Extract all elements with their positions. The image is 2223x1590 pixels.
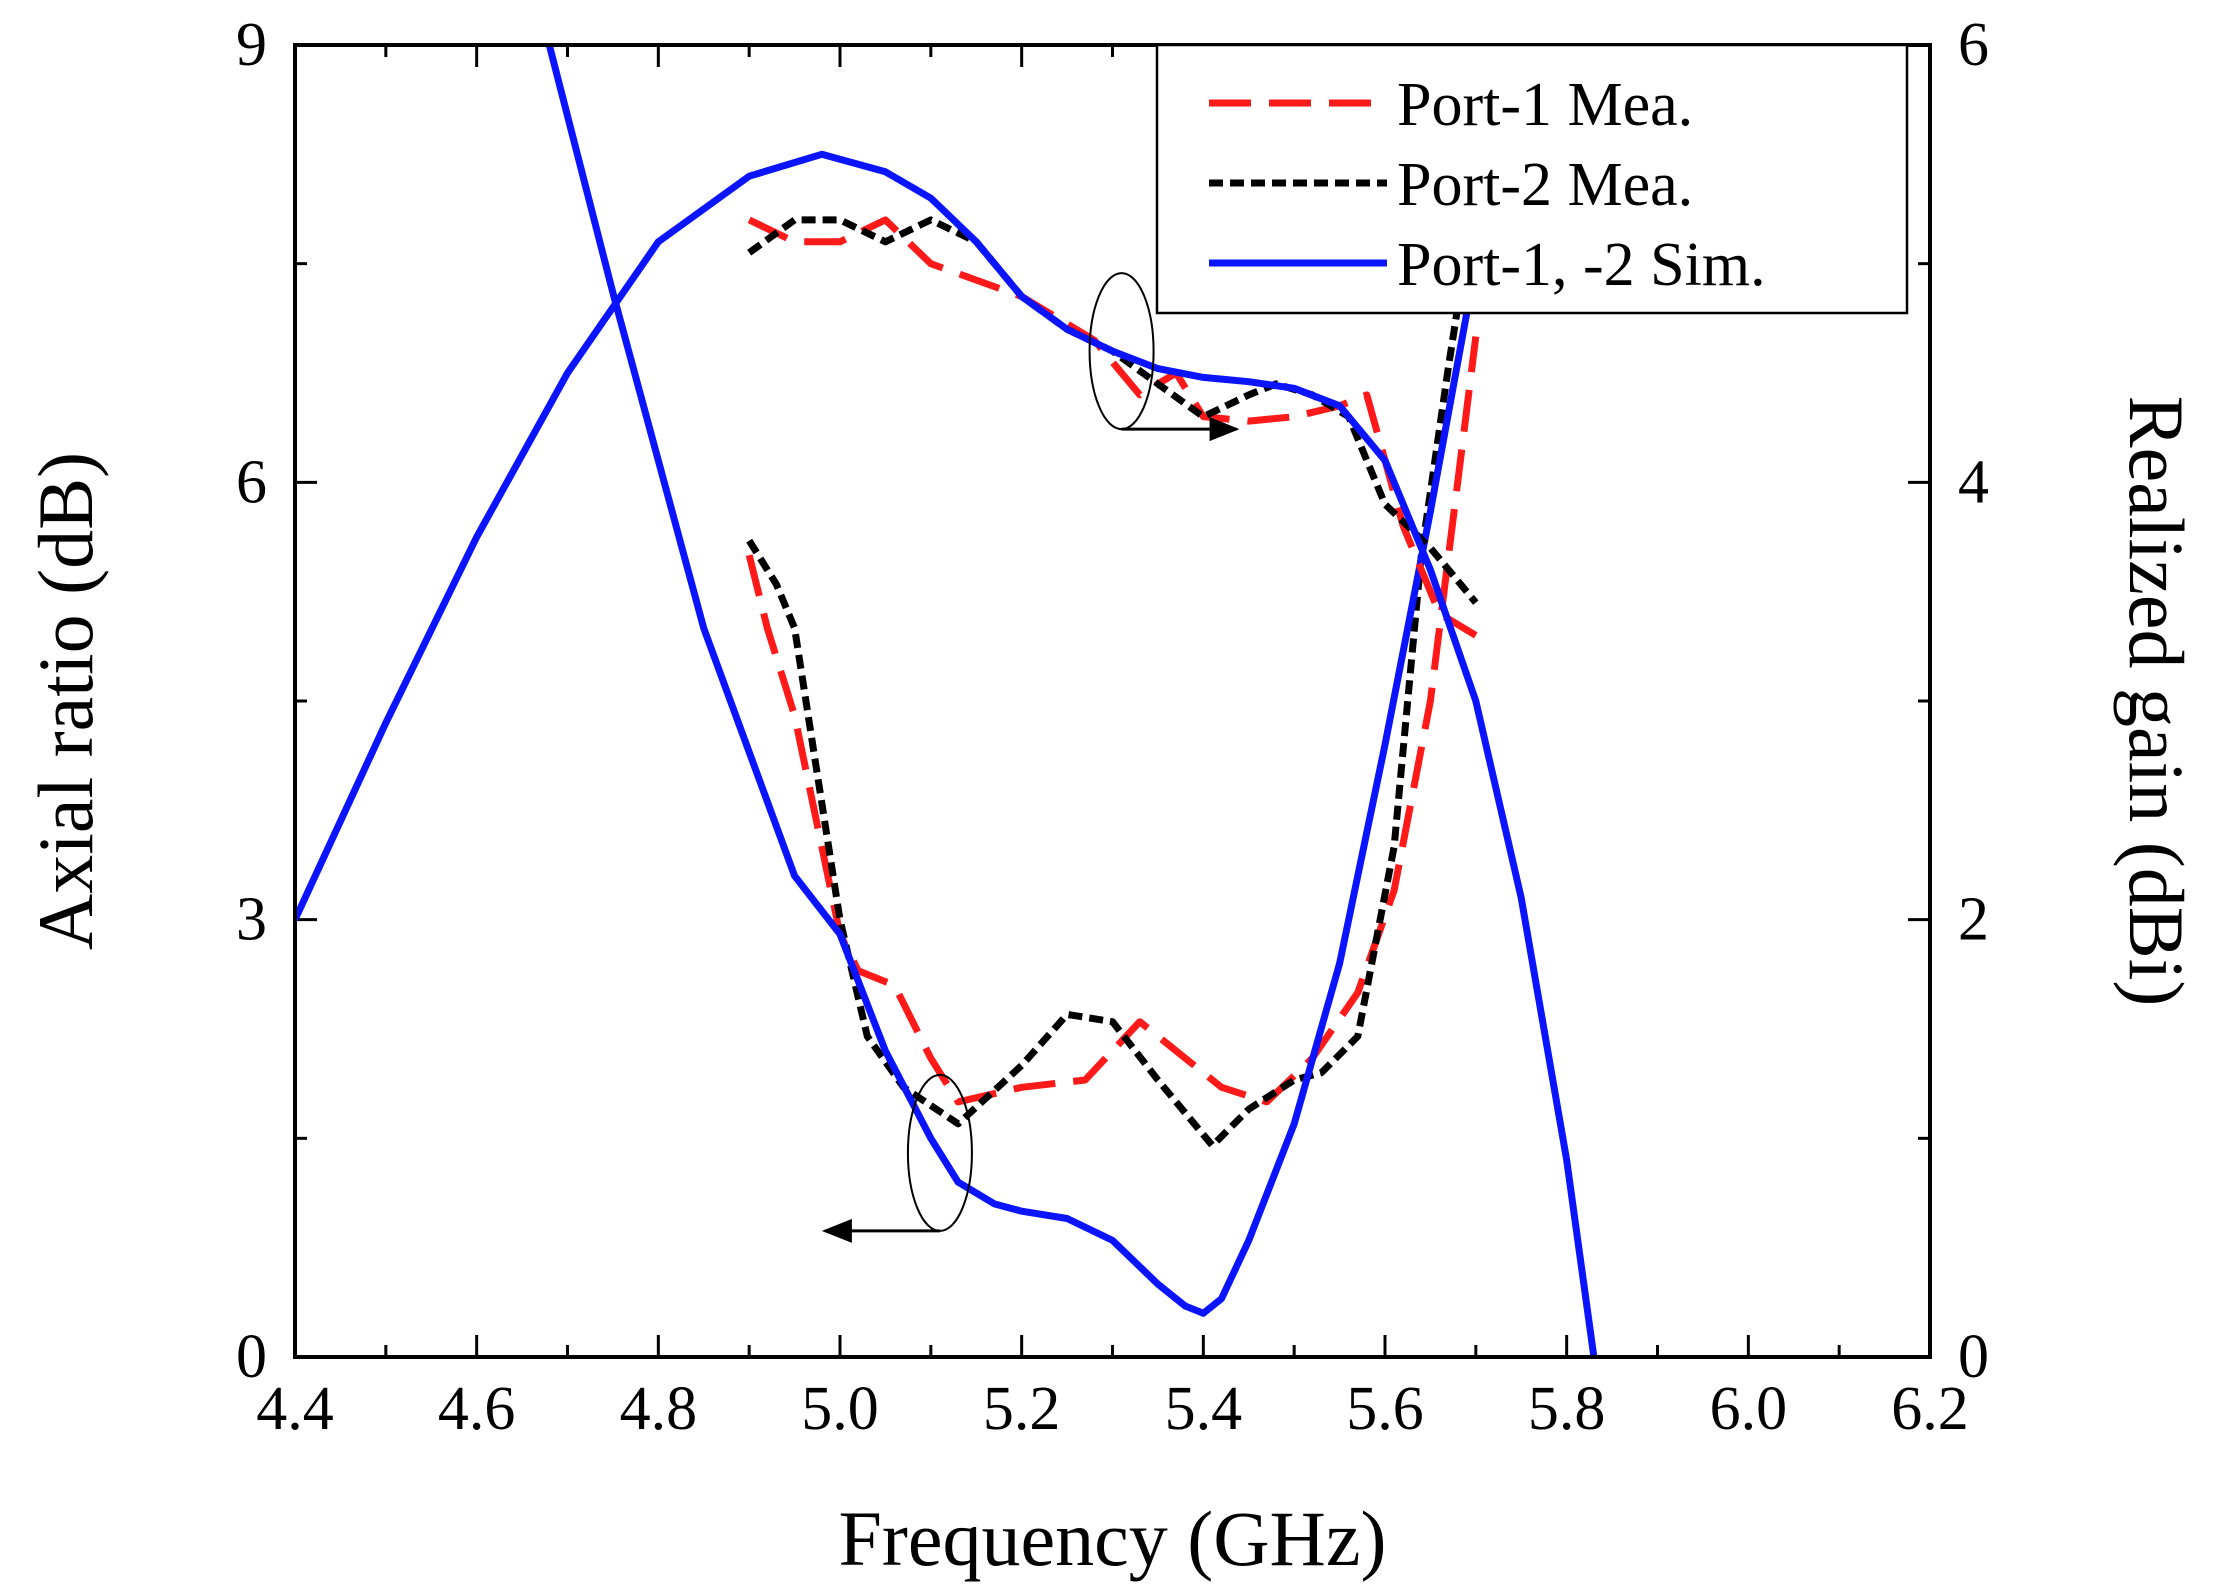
y-right-tick-label: 0 <box>1958 1323 1989 1391</box>
x-tick-label: 5.6 <box>1346 1375 1424 1443</box>
x-tick-label: 4.6 <box>438 1375 516 1443</box>
legend: Port-1 Mea. Port-2 Mea. Port-1, -2 Sim. <box>1155 43 1909 315</box>
y-right-tick-label: 6 <box>1958 11 1989 79</box>
x-tick-label: 4.4 <box>256 1375 334 1443</box>
legend-label: Port-1 Mea. <box>1397 71 1693 139</box>
plot-frame <box>293 43 1932 1359</box>
legend-label: Port-1, -2 Sim. <box>1397 231 1766 299</box>
x-tick-label: 6.0 <box>1710 1375 1788 1443</box>
y-right-tick-label: 2 <box>1958 886 1989 954</box>
y-left-tick-label: 0 <box>236 1323 267 1391</box>
y-left-tick-label: 6 <box>236 448 267 516</box>
annotations <box>821 272 1240 1243</box>
y-axis-left-title: Axial ratio (dB) <box>22 452 109 950</box>
x-tick-label: 5.8 <box>1528 1375 1606 1443</box>
x-tick-label: 4.8 <box>620 1375 698 1443</box>
legend-label: Port-2 Mea. <box>1397 151 1693 219</box>
series-line <box>746 190 1480 1150</box>
series-line <box>545 45 1480 1317</box>
y-right-tick-label: 4 <box>1958 448 1989 516</box>
x-tick-label: 5.4 <box>1165 1375 1243 1443</box>
x-tick-label: 5.0 <box>801 1375 879 1443</box>
series-line <box>747 216 1479 605</box>
legend-box <box>1155 43 1909 315</box>
y-left-tick-label: 3 <box>236 886 267 954</box>
y-axis-right-title: Realized gain (dBi) <box>2113 396 2200 1007</box>
series-line <box>745 336 1480 1106</box>
x-tick-label: 6.2 <box>1891 1375 1969 1443</box>
x-axis-title: Frequency (GHz) <box>839 1495 1387 1582</box>
x-tick-label: 5.2 <box>983 1375 1061 1443</box>
y-left-tick-label: 9 <box>236 11 267 79</box>
